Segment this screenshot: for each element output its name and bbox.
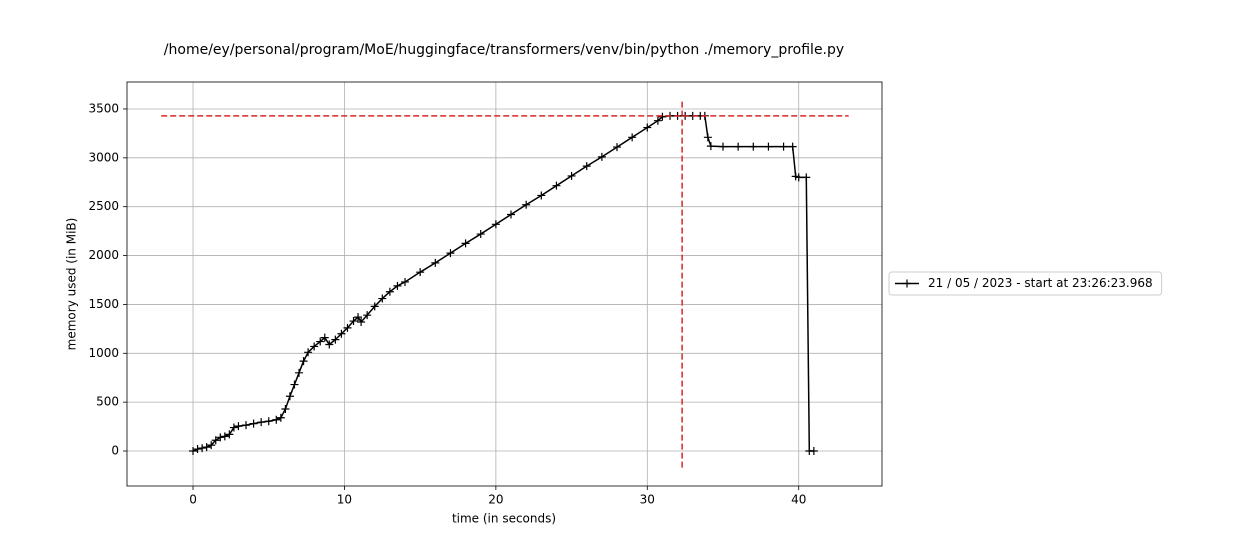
- point-marker: [794, 173, 803, 182]
- point-marker: [229, 423, 238, 432]
- y-tick-label: 3500: [88, 101, 119, 115]
- point-marker: [316, 337, 325, 346]
- point-marker: [295, 368, 304, 377]
- point-marker: [234, 422, 243, 431]
- point-marker: [242, 421, 251, 430]
- point-marker: [385, 287, 394, 296]
- x-tick-label: 0: [189, 493, 197, 507]
- point-marker: [719, 142, 728, 151]
- point-marker: [357, 318, 366, 327]
- point-marker: [658, 112, 667, 121]
- y-tick-label: 2500: [88, 199, 119, 213]
- point-marker: [272, 415, 281, 424]
- legend: 21 / 05 / 2023 - start at 23:26:23.968: [888, 271, 1163, 296]
- point-marker: [370, 302, 379, 311]
- point-marker: [522, 200, 531, 209]
- y-tick-label: 1500: [88, 297, 119, 311]
- point-marker: [764, 142, 773, 151]
- point-marker: [276, 413, 285, 422]
- point-marker: [331, 335, 340, 344]
- point-marker: [628, 133, 637, 142]
- point-marker: [290, 380, 299, 389]
- point-marker: [363, 311, 372, 320]
- point-marker: [802, 173, 811, 182]
- point-marker: [491, 220, 500, 229]
- point-marker: [507, 210, 516, 219]
- point-marker: [476, 230, 485, 239]
- point-marker: [643, 123, 652, 132]
- point-marker: [354, 313, 363, 322]
- point-marker: [320, 333, 329, 342]
- point-marker: [310, 342, 319, 351]
- point-marker: [198, 444, 207, 453]
- point-marker: [299, 357, 308, 366]
- y-tick-label: 500: [96, 395, 119, 409]
- x-tick-label: 10: [337, 493, 352, 507]
- legend-label: 21 / 05 / 2023 - start at 23:26:23.968: [928, 276, 1153, 290]
- chart-title: /home/ey/personal/program/MoE/huggingfac…: [164, 42, 844, 58]
- point-marker: [749, 142, 758, 151]
- point-marker: [325, 340, 334, 349]
- point-marker: [189, 447, 198, 456]
- point-marker: [809, 447, 818, 456]
- data-line: [192, 115, 814, 452]
- point-marker: [225, 430, 234, 439]
- point-marker: [552, 181, 561, 190]
- point-marker: [220, 432, 229, 441]
- x-tick-label: 40: [791, 493, 806, 507]
- y-tick-label: 3000: [88, 150, 119, 164]
- point-marker: [788, 142, 797, 151]
- point-marker: [304, 348, 313, 357]
- y-tick-label: 1000: [88, 346, 119, 360]
- point-marker: [264, 417, 273, 426]
- point-marker: [349, 317, 358, 326]
- point-marker: [537, 191, 546, 200]
- point-marker: [202, 443, 211, 452]
- point-marker: [378, 294, 387, 303]
- y-tick-label: 0: [111, 444, 119, 458]
- x-tick-label: 30: [640, 493, 655, 507]
- point-marker: [567, 171, 576, 180]
- point-marker: [211, 436, 220, 445]
- point-marker: [779, 142, 788, 151]
- point-marker: [653, 116, 662, 125]
- point-marker: [193, 445, 202, 454]
- point-marker: [446, 249, 455, 258]
- y-tick-label: 2000: [88, 248, 119, 262]
- point-marker: [734, 142, 743, 151]
- point-marker: [393, 281, 402, 290]
- x-axis-label: time (in seconds): [452, 512, 556, 526]
- point-marker: [597, 152, 606, 161]
- point-marker: [216, 433, 225, 442]
- point-marker: [207, 441, 216, 450]
- legend-box: [888, 271, 1163, 296]
- point-marker: [706, 142, 715, 151]
- point-marker: [257, 418, 266, 427]
- point-marker: [337, 329, 346, 338]
- point-marker: [343, 323, 352, 332]
- point-marker: [613, 143, 622, 152]
- y-axis-label: memory used (in MiB): [65, 218, 79, 351]
- x-tick-label: 20: [488, 493, 503, 507]
- legend-marker: [903, 279, 911, 288]
- point-marker: [582, 162, 591, 171]
- point-marker: [431, 258, 440, 267]
- point-marker: [285, 392, 294, 401]
- point-marker: [249, 419, 258, 428]
- point-marker: [281, 404, 290, 413]
- point-marker: [401, 277, 410, 286]
- plot-frame: [126, 81, 883, 487]
- point-marker: [461, 239, 470, 248]
- point-marker: [416, 268, 425, 277]
- point-marker: [703, 133, 712, 142]
